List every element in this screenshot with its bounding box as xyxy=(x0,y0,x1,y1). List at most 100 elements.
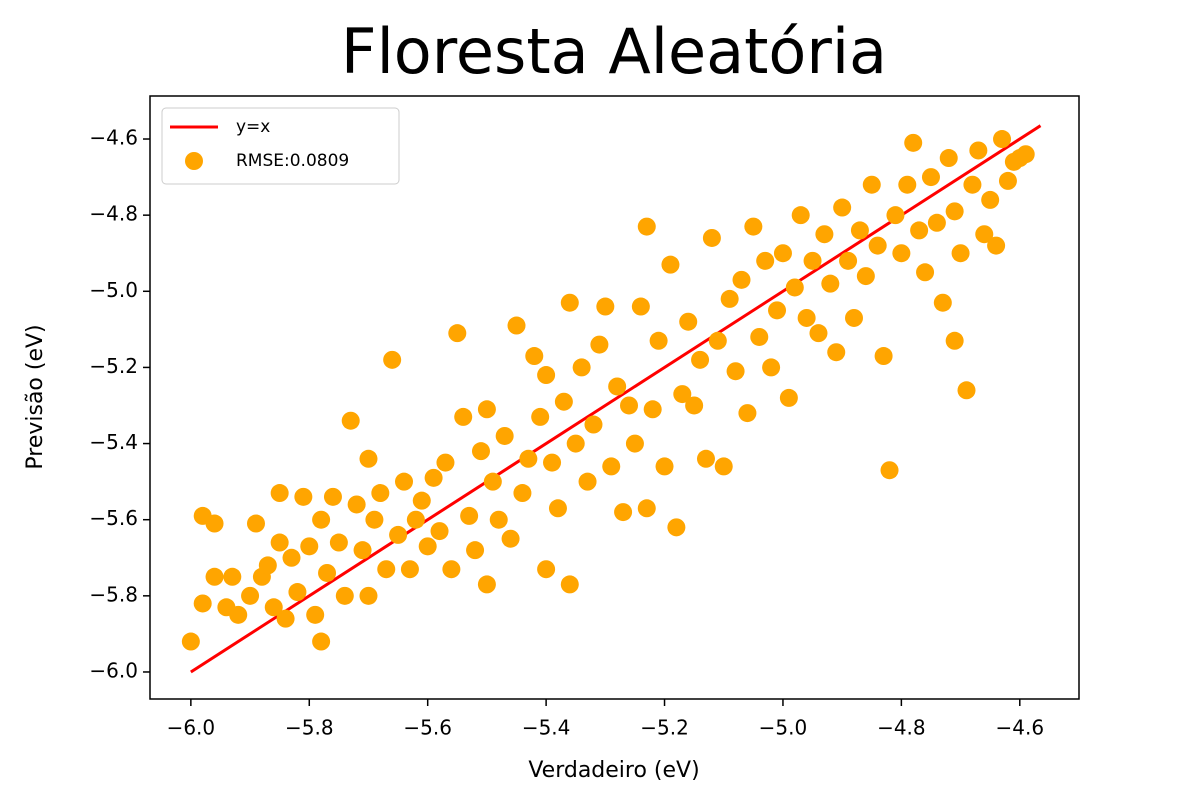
scatter-point xyxy=(572,358,591,377)
scatter-point xyxy=(655,457,674,476)
scatter-point xyxy=(898,175,917,194)
x-tick-label: −5.2 xyxy=(640,716,689,740)
scatter-point xyxy=(312,510,331,529)
scatter-point xyxy=(892,244,911,263)
scatter-point xyxy=(785,278,804,297)
y-tick-label: −6.0 xyxy=(89,658,138,682)
scatter-point xyxy=(471,442,490,461)
scatter-point xyxy=(625,434,644,453)
scatter-point xyxy=(708,331,727,350)
scatter-point xyxy=(229,605,248,624)
scatter-point xyxy=(264,598,283,617)
scatter-point xyxy=(537,560,556,579)
scatter-point xyxy=(933,293,952,312)
scatter-point xyxy=(845,308,864,327)
legend-label: RMSE:0.0809 xyxy=(236,151,349,171)
scatter-point xyxy=(1016,145,1035,164)
scatter-point xyxy=(282,548,301,567)
scatter-point xyxy=(507,316,526,335)
scatter-point xyxy=(910,221,929,240)
legend-box xyxy=(161,107,400,185)
scatter-point xyxy=(347,495,366,514)
y-tick-label: −5.0 xyxy=(89,278,138,302)
scatter-point xyxy=(560,293,579,312)
y-tick-label: −5.4 xyxy=(89,430,138,454)
scatter-point xyxy=(306,605,325,624)
scatter-point xyxy=(779,388,798,407)
scatter-point xyxy=(679,312,698,331)
scatter-point xyxy=(720,289,739,308)
scatter-point xyxy=(987,236,1006,255)
scatter-point xyxy=(998,171,1017,190)
scatter-point xyxy=(300,537,319,556)
scatter-point xyxy=(489,510,508,529)
scatter-point xyxy=(270,533,289,552)
scatter-point xyxy=(205,567,224,586)
scatter-point xyxy=(454,407,473,426)
scatter-point xyxy=(258,556,277,575)
scatter-point xyxy=(886,206,905,225)
scatter-point xyxy=(477,400,496,419)
scatter-point xyxy=(548,499,567,518)
chart-title: Floresta Aleatória xyxy=(341,15,887,88)
scatter-point xyxy=(495,426,514,445)
scatter-point xyxy=(827,343,846,362)
x-tick-label: −5.8 xyxy=(285,716,334,740)
scatter-point xyxy=(874,347,893,366)
scatter-point xyxy=(389,525,408,544)
y-axis-label: Previsão (eV) xyxy=(23,324,48,469)
plot-frame xyxy=(149,95,1080,700)
scatter-point xyxy=(726,362,745,381)
x-axis-label: Verdadeiro (eV) xyxy=(528,758,699,783)
scatter-point xyxy=(418,537,437,556)
x-tick-label: −4.6 xyxy=(996,716,1045,740)
scatter-point xyxy=(649,331,668,350)
scatter-point xyxy=(833,198,852,217)
scatter-point xyxy=(803,251,822,270)
scatter-point xyxy=(584,415,603,434)
scatter-point xyxy=(554,392,573,411)
scatter-point xyxy=(241,586,260,605)
scatter-point xyxy=(341,411,360,430)
scatter-point xyxy=(477,575,496,594)
y-tick-label: −5.2 xyxy=(89,354,138,378)
scatter-point xyxy=(620,396,639,415)
scatter-point xyxy=(377,560,396,579)
scatter-point xyxy=(921,168,940,187)
scatter-point xyxy=(975,225,994,244)
scatter-point xyxy=(614,503,633,522)
scatter-point xyxy=(791,206,810,225)
legend-marker xyxy=(185,152,203,170)
scatter-point xyxy=(596,297,615,316)
scatter-point xyxy=(395,472,414,491)
scatter-point xyxy=(560,575,579,594)
scatter-point xyxy=(181,632,200,651)
scatter-point xyxy=(513,484,532,503)
scatter-point xyxy=(951,244,970,263)
scatter-point xyxy=(566,434,585,453)
scatter-point xyxy=(945,202,964,221)
legend-label: y=x xyxy=(236,117,270,137)
scatter-point xyxy=(359,586,378,605)
scatter-point xyxy=(637,499,656,518)
scatter-point xyxy=(809,324,828,343)
scatter-point xyxy=(637,217,656,236)
scatter-point xyxy=(667,518,686,537)
identity-line xyxy=(190,124,1042,674)
scatter-point xyxy=(850,221,869,240)
scatter-point xyxy=(525,347,544,366)
scatter-point xyxy=(643,400,662,419)
scatter-point xyxy=(945,331,964,350)
scatter-point xyxy=(193,594,212,613)
scatter-point xyxy=(590,335,609,354)
scatter-point xyxy=(578,472,597,491)
scatter-point xyxy=(927,213,946,232)
scatter-point xyxy=(359,449,378,468)
scatter-point xyxy=(519,449,538,468)
scatter-point xyxy=(702,228,721,247)
scatter-point xyxy=(856,267,875,286)
scatter-point xyxy=(436,453,455,472)
scatter-point xyxy=(466,541,485,560)
scatter-point xyxy=(371,484,390,503)
scatter-point xyxy=(963,175,982,194)
